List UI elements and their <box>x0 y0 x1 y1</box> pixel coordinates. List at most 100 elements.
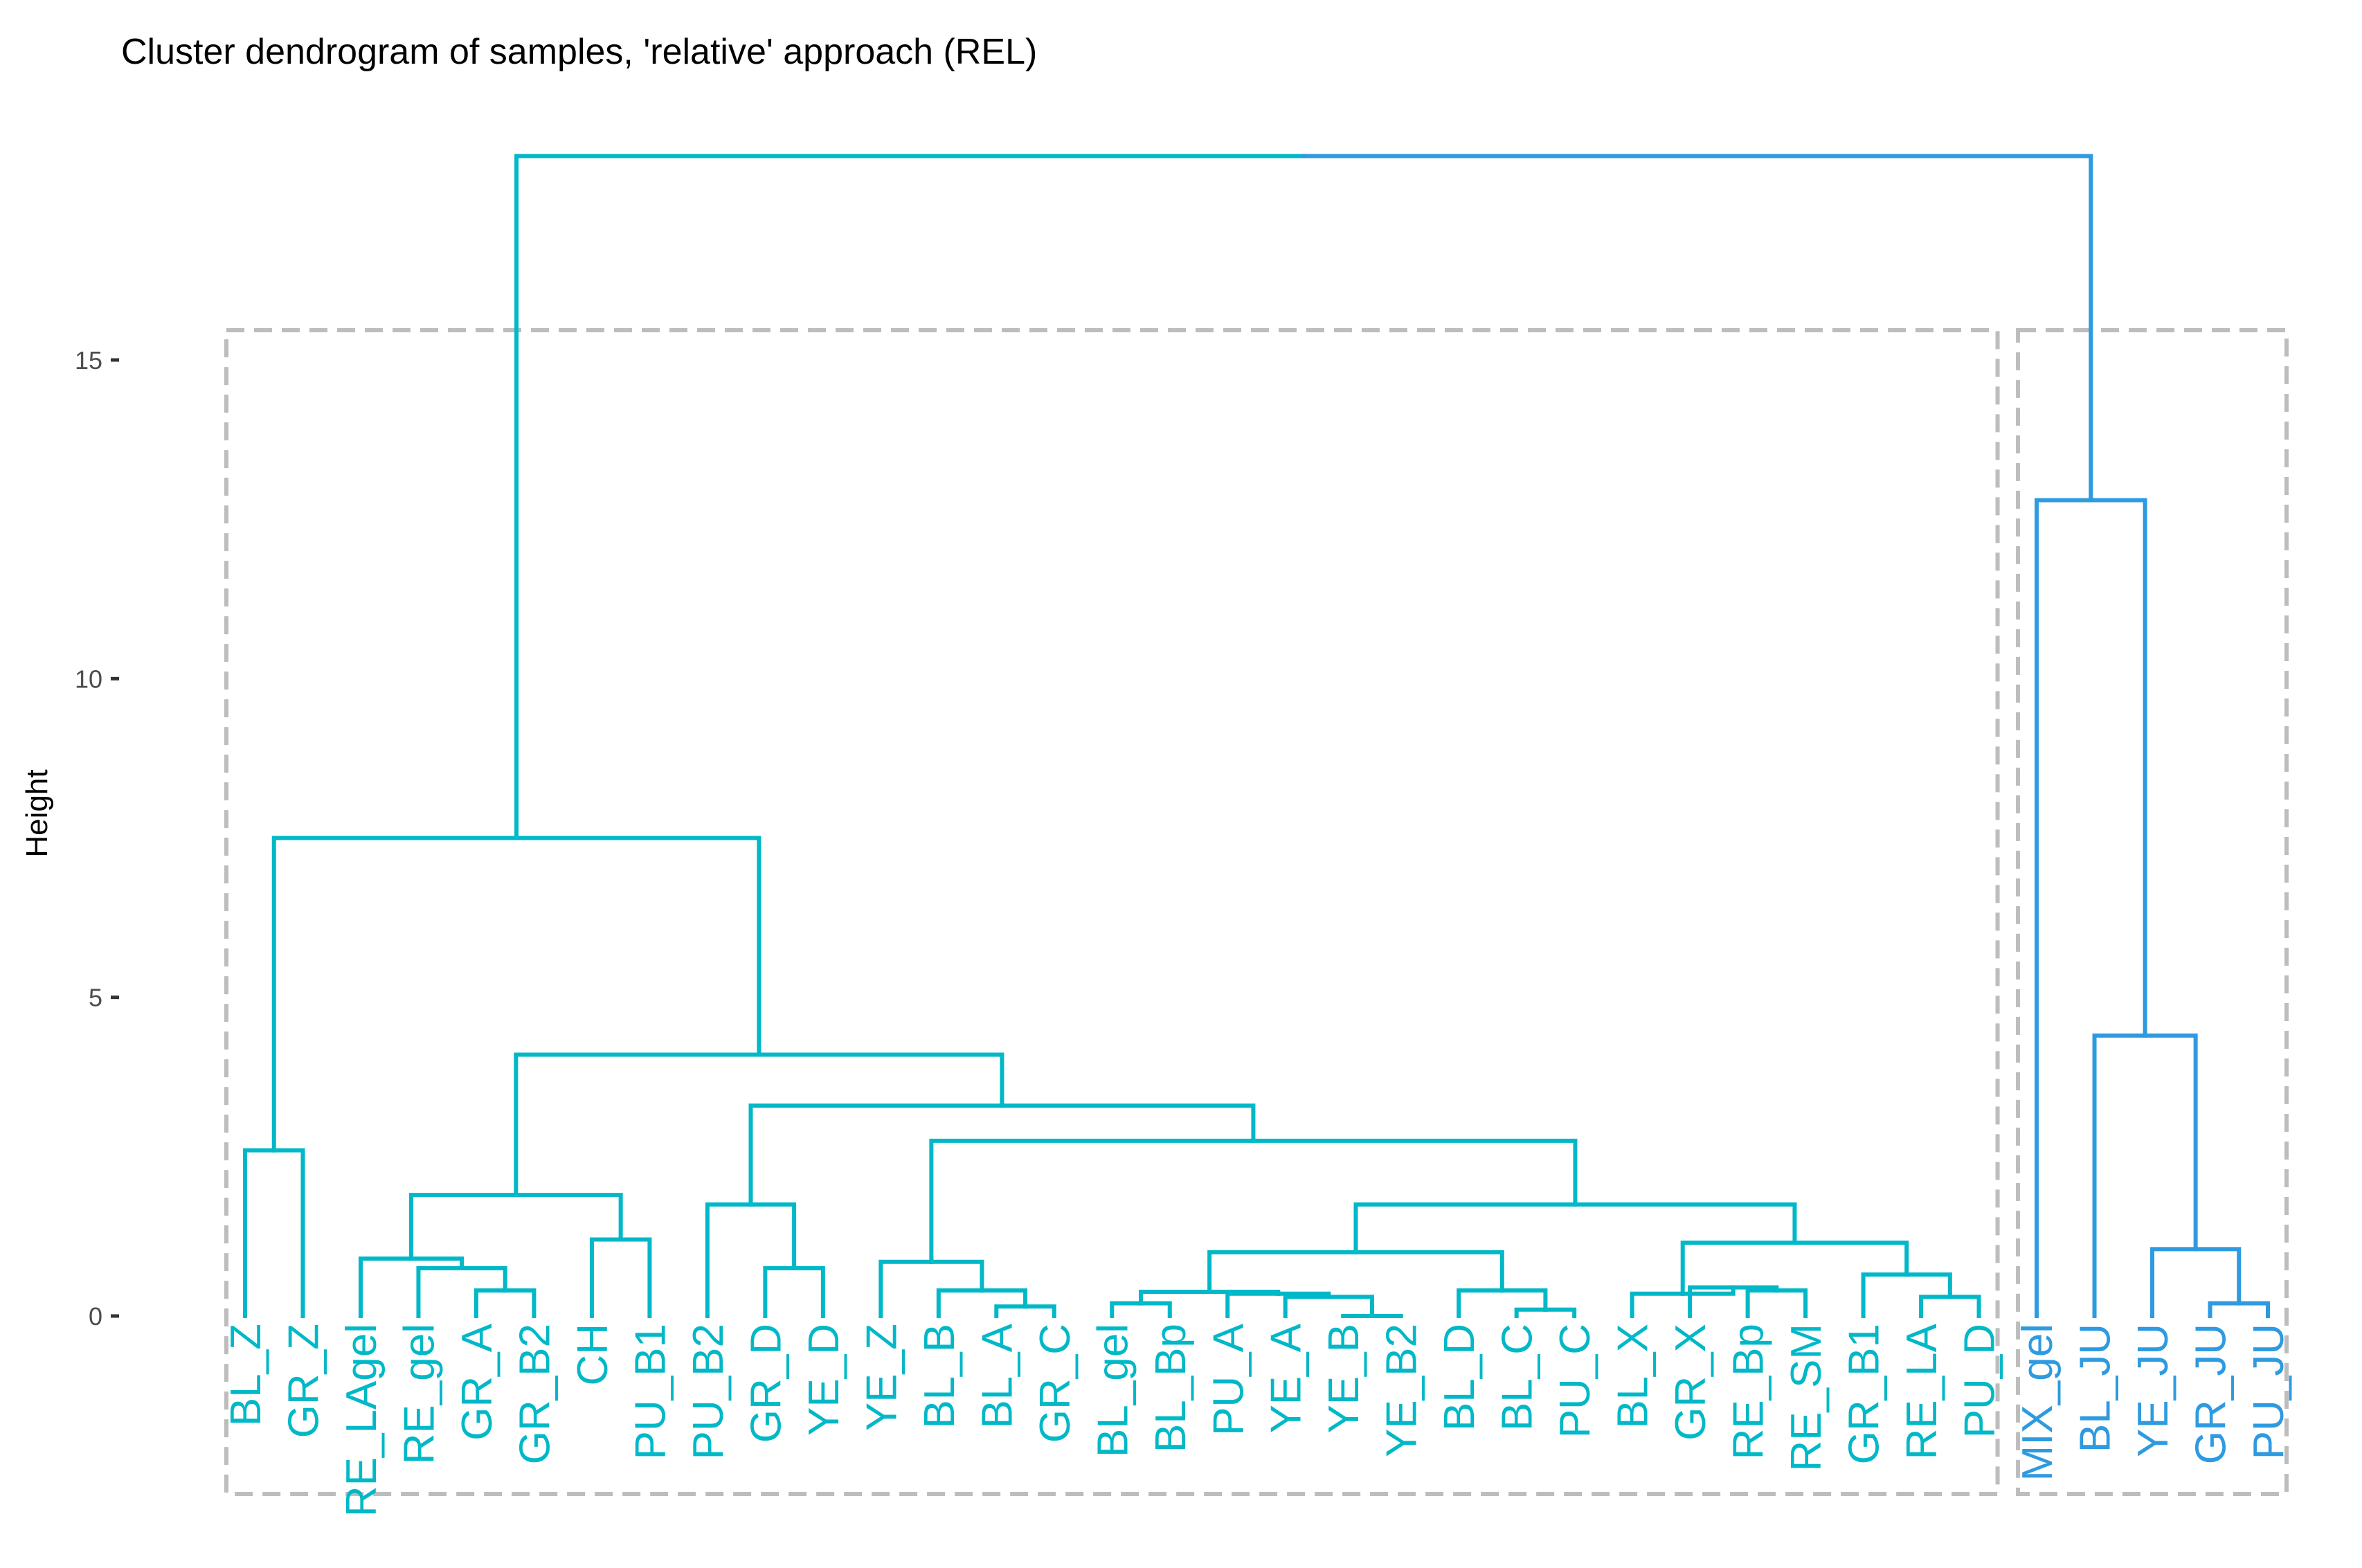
leaf-label: YE_B <box>1320 1324 1368 1434</box>
leaf-label: BL_Z <box>222 1324 270 1426</box>
dendrogram-branch <box>705 1202 753 1318</box>
dendrogram-branch <box>1353 1250 1504 1293</box>
dendrogram-branch <box>1023 1304 1056 1318</box>
leaf-label: YE_Z <box>858 1324 905 1431</box>
dendrogram-branch <box>409 1193 519 1261</box>
dendrogram-branch <box>416 1265 465 1318</box>
dendrogram-branch <box>1000 1103 1256 1143</box>
dendrogram-branch <box>2208 1301 2242 1318</box>
dendrogram-branch <box>243 1148 276 1318</box>
dendrogram-branch <box>271 1148 305 1318</box>
leaf-label: GR_B1 <box>1841 1324 1888 1464</box>
leaf-label: PU_A <box>1205 1323 1252 1436</box>
dendrogram-branch <box>503 1288 537 1318</box>
dendrogram-branch <box>2193 1247 2242 1306</box>
dendrogram-branch <box>929 1259 984 1293</box>
dendrogram-branches <box>243 154 2270 1318</box>
leaf-label: GR_A <box>453 1323 501 1440</box>
leaf-label: RE_LA <box>1898 1323 1946 1459</box>
dendrogram-branch <box>1353 1202 1578 1254</box>
y-axis-title: Height <box>20 769 54 857</box>
dendrogram-branch <box>1688 1285 1736 1318</box>
leaf-label: GR_Z <box>280 1324 327 1438</box>
chart-title: Cluster dendrogram of samples, 'relative… <box>121 32 1037 72</box>
leaf-label: RE_gel <box>395 1324 443 1464</box>
dendrogram-branch <box>748 1202 797 1270</box>
dendrogram-branch <box>2035 498 2093 1318</box>
dendrogram-branch <box>2150 1247 2198 1318</box>
leaf-label: BL_gel <box>1089 1324 1137 1457</box>
dendrogram-branch <box>878 1259 934 1318</box>
leaf-label: BL_JU <box>2072 1324 2120 1452</box>
dendrogram-branch <box>748 1103 1004 1207</box>
dendrogram-branch <box>757 1052 1004 1108</box>
leaf-label: RE_LAgel <box>338 1324 386 1517</box>
leaf-label: GR_C <box>1031 1324 1079 1443</box>
dendrogram-branch <box>1276 1291 1331 1299</box>
dendrogram-branch <box>1904 1272 1952 1299</box>
dendrogram-branch <box>1861 1272 1909 1318</box>
dendrogram-branch <box>1139 1301 1172 1318</box>
dendrogram-branch <box>1207 1290 1281 1296</box>
dendrogram-branch <box>1680 1241 1797 1296</box>
dendrogram-branch <box>763 1265 797 1318</box>
leaf-label: PU_B1 <box>626 1324 674 1459</box>
dendrogram-branch <box>994 1304 1028 1318</box>
dendrogram-branch <box>1301 154 2093 503</box>
dendrogram-branch <box>2143 1033 2198 1252</box>
leaf-label: YE_D <box>800 1324 848 1436</box>
dendrogram-branch <box>358 1256 414 1318</box>
leaf-label: BL_D <box>1436 1324 1484 1431</box>
leaf-label: BL_B <box>916 1324 964 1429</box>
dendrogram-branch <box>1499 1288 1548 1312</box>
dendrogram-branch <box>271 836 519 1153</box>
dendrogram-branch <box>1680 1285 1736 1296</box>
dendrogram-branch <box>1774 1288 1808 1318</box>
dendrogram-branch <box>1457 1288 1504 1318</box>
leaf-label: BL_C <box>1494 1324 1542 1431</box>
leaf-label: RE_Bp <box>1725 1324 1773 1459</box>
dendrogram-branch <box>1543 1307 1577 1318</box>
cluster-box-2 <box>2016 328 2289 1496</box>
dendrogram-branch <box>1110 1301 1144 1318</box>
dendrogram-branch <box>1225 1291 1281 1318</box>
dendrogram-branch <box>1745 1288 1779 1318</box>
dendrogram-branch <box>1251 1138 1578 1207</box>
leaf-label: YE_JU <box>2129 1324 2177 1457</box>
dendrogram-branch <box>514 836 761 1057</box>
leaf-label: GR_JU <box>2188 1324 2235 1464</box>
cluster-box-1 <box>224 328 2000 1496</box>
y-axis: 0 5 10 15 <box>75 346 119 1331</box>
dendrogram-branch <box>1731 1285 1779 1293</box>
cluster-boxes <box>224 328 2289 1496</box>
dendrogram-branch <box>460 1265 507 1293</box>
y-tick-label: 15 <box>75 346 102 375</box>
y-tick-label: 0 <box>89 1302 102 1331</box>
dendrogram-branch <box>1514 1307 1548 1318</box>
leaf-label: GR_D <box>742 1324 790 1443</box>
dendrogram-branch <box>2237 1301 2270 1318</box>
dendrogram-branch <box>936 1288 984 1318</box>
dendrogram-branch <box>792 1265 825 1318</box>
leaf-label: YE_A <box>1263 1323 1310 1433</box>
dendrogram-branch <box>1630 1291 1685 1318</box>
y-tick-label: 5 <box>89 984 102 1012</box>
leaf-label: GR_B2 <box>511 1324 559 1464</box>
dendrogram-branch <box>1792 1241 1909 1277</box>
leaf-label: GR_X <box>1667 1324 1715 1441</box>
dendrogram-branch <box>2089 498 2147 1038</box>
y-tick-label: 10 <box>75 665 102 693</box>
dendrogram-branch <box>1573 1202 1797 1245</box>
leaf-label: CH <box>569 1324 617 1386</box>
leaf-label: PU_B2 <box>685 1324 732 1459</box>
dendrogram-branch <box>514 1193 623 1242</box>
leaf-label: RE_SM <box>1783 1324 1830 1472</box>
dendrogram-branch <box>1283 1295 1331 1318</box>
dendrogram-branch <box>1326 1295 1374 1318</box>
dendrogram-branch <box>929 1138 1256 1264</box>
leaf-label: PU_JU <box>2245 1324 2293 1459</box>
dendrogram-branch <box>980 1288 1028 1309</box>
leaf-label: MIX_gel <box>2014 1324 2062 1481</box>
dendrogram-branch <box>409 1256 465 1270</box>
